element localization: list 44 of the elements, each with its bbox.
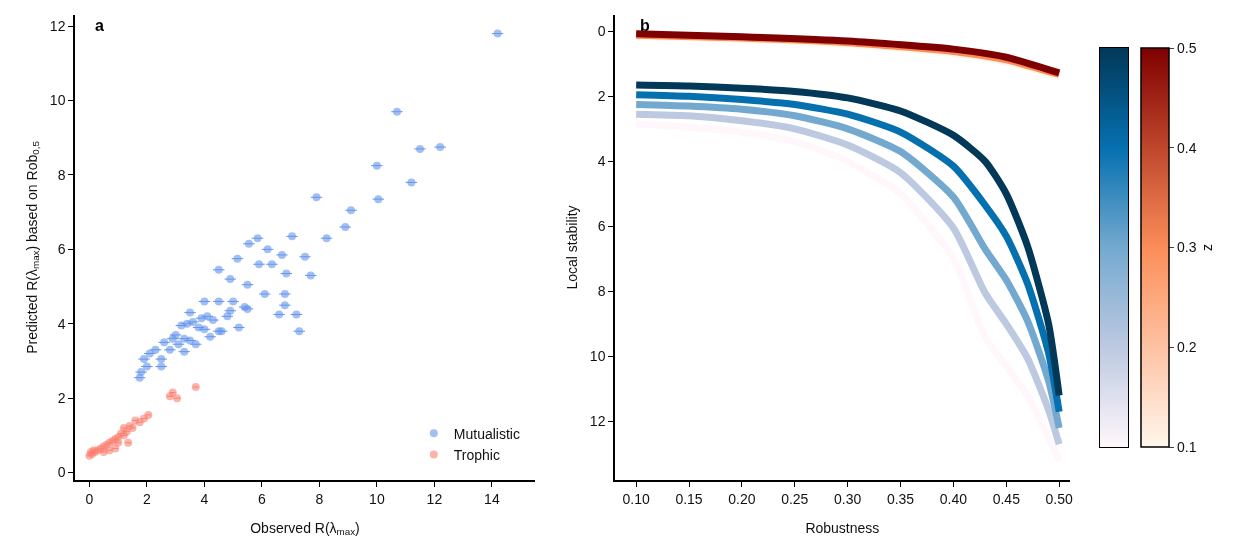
- color-bar-title: z: [1198, 244, 1215, 251]
- chart-title: b: [640, 17, 650, 34]
- x-tick-label: 0.20: [728, 490, 756, 507]
- x-tick-label: 12: [426, 490, 443, 507]
- x-tick-label: 0.50: [1045, 490, 1073, 507]
- y-tick-label: 2: [57, 390, 66, 407]
- y-tick-label: 12: [49, 18, 66, 35]
- y-tick-label: 8: [597, 283, 606, 300]
- y-tick-label: 4: [57, 315, 66, 332]
- color-bar-label: 0.2: [1177, 339, 1197, 356]
- y-tick-label: 8: [57, 166, 66, 183]
- x-tick-label: 0.10: [622, 490, 650, 507]
- x-tick-label: 0.25: [781, 490, 809, 507]
- legend-label: Mutualistic: [453, 425, 520, 442]
- legend-label: Trophic: [453, 446, 500, 463]
- x-tick-label: 0: [85, 490, 94, 507]
- y-tick-label: 12: [589, 413, 606, 430]
- color-bar-label: 0.4: [1177, 139, 1197, 156]
- y-tick-label: 2: [597, 88, 606, 105]
- x-tick-label: 0.30: [834, 490, 862, 507]
- x-tick-label: 14: [484, 490, 500, 507]
- y-tick-label: 0: [597, 23, 606, 40]
- x-axis-title: Robustness: [805, 519, 880, 536]
- x-tick-label: 0.15: [675, 490, 703, 507]
- x-axis-title: Observed R(λ$_{max}$): [250, 519, 360, 538]
- x-tick-label: 6: [257, 490, 266, 507]
- color-bar-label: 0.3: [1177, 239, 1197, 256]
- y-tick-label: 4: [597, 153, 606, 170]
- color-bar-label: 0.5: [1177, 39, 1197, 56]
- x-tick-label: 4: [200, 490, 209, 507]
- y-tick-label: 10: [589, 348, 606, 365]
- x-tick-label: 2: [142, 490, 151, 507]
- chart-title: a: [95, 17, 104, 34]
- x-tick-label: 0.35: [886, 490, 915, 507]
- y-tick-label: 6: [57, 241, 66, 258]
- x-tick-label: 0.40: [939, 490, 968, 507]
- y-axis-title: Local stability: [563, 205, 580, 290]
- y-tick-label: 0: [57, 464, 66, 481]
- x-tick-label: 10: [369, 490, 385, 507]
- y-tick-label: 10: [49, 92, 66, 109]
- x-tick-label: 0.45: [992, 490, 1021, 507]
- y-tick-label: 6: [597, 218, 606, 235]
- color-bar-label: 0.1: [1177, 438, 1197, 455]
- x-tick-label: 8: [315, 490, 324, 507]
